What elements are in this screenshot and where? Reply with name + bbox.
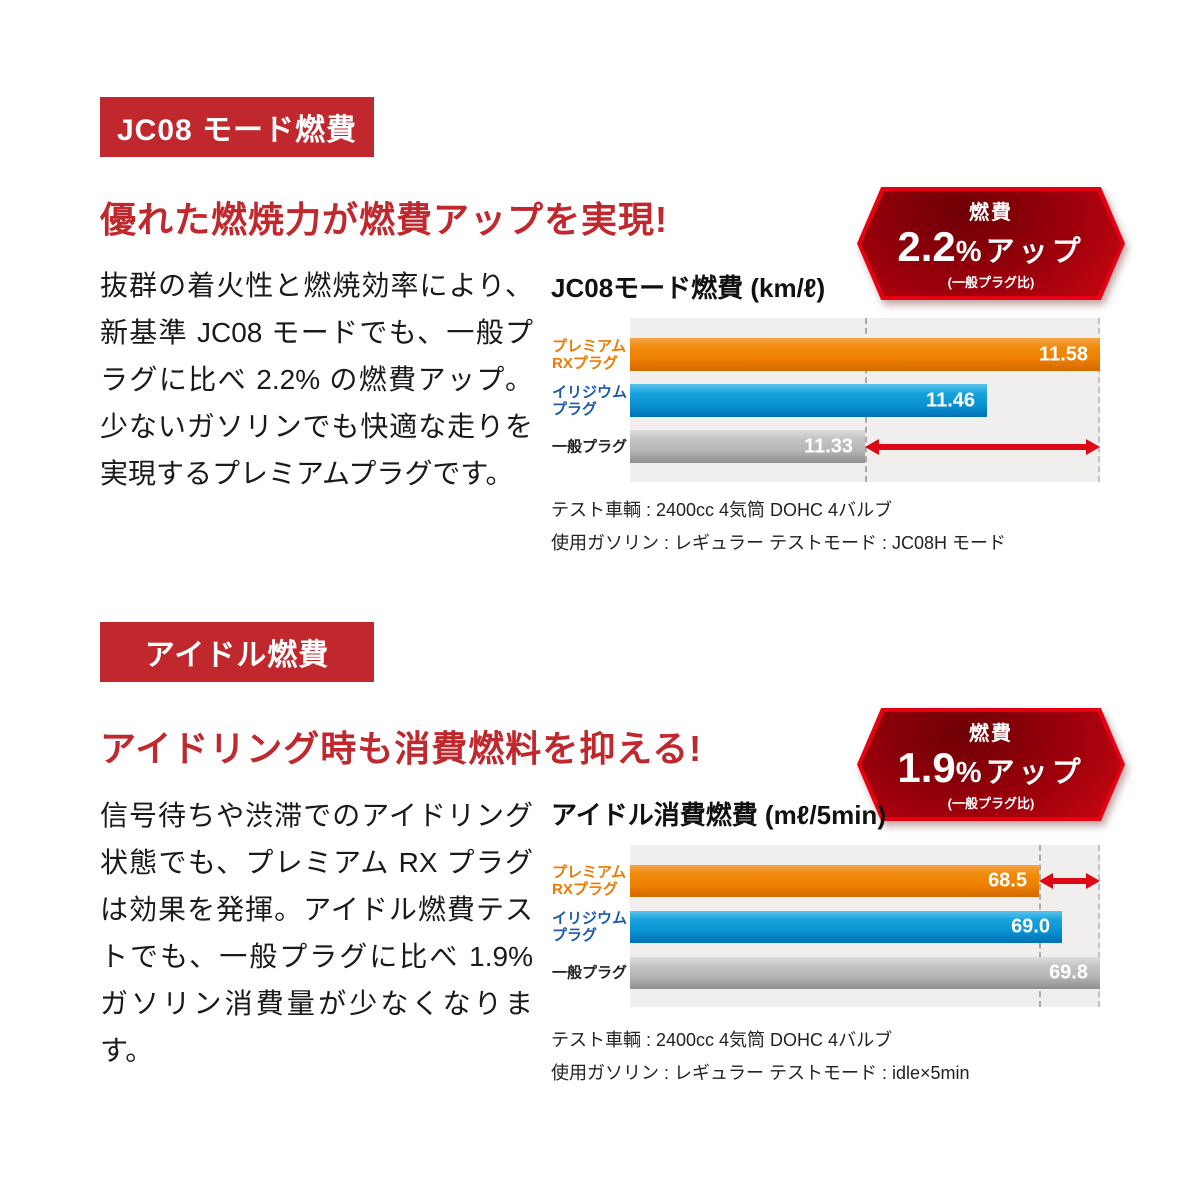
- bar-standard-plug: 69.8: [630, 957, 1100, 989]
- comparison-arrow-line: [1051, 878, 1088, 884]
- section-body-text: 信号待ちや渋滞でのアイドリング状態でも、プレミアム RX プラグは効果を発揮。ア…: [100, 800, 533, 1066]
- section-headline: 優れた燃焼力が燃費アップを実現!: [100, 199, 668, 240]
- bar-iridium-plug: 69.0: [630, 911, 1062, 943]
- bar-value-label: 69.8: [1049, 961, 1088, 984]
- footnote-line: 使用ガソリン : レギュラー テストモード : idle×5min: [551, 1063, 970, 1083]
- bar-chart-idle: 68.5 プレミアム RXプラグ 69.0 イリジウム プラグ 69.8 一般プラグ: [552, 845, 1100, 1007]
- dashed-reference-line: [1098, 318, 1100, 482]
- label-standard-plug: 一般プラグ: [552, 438, 628, 455]
- bar-value-label: 11.46: [926, 389, 975, 411]
- chart-title: アイドル消費燃費 (mℓ/5min): [551, 800, 886, 830]
- hexagon-label: 燃費: [969, 723, 1013, 746]
- hexagon-inner: 燃費 1.9 %アップ (一般プラグ比): [861, 712, 1121, 817]
- hexagon-percent-value: 2.2: [897, 223, 956, 271]
- section-body-text: 抜群の着火性と燃焼効率により、新基準 JC08 モードでも、一般プラグに比べ 2…: [100, 270, 533, 489]
- fuel-up-hexagon-badge: 燃費 1.9 %アップ (一般プラグ比): [857, 708, 1125, 821]
- label-standard-plug: 一般プラグ: [552, 964, 628, 982]
- chart-title: JC08モード燃費 (km/ℓ): [551, 273, 826, 303]
- label-premium-rx-plug: プレミアム RXプラグ: [552, 864, 626, 898]
- chart-footnotes: テスト車輌 : 2400cc 4気筒 DOHC 4バルブ 使用ガソリン : レギ…: [551, 1024, 970, 1090]
- hexagon-note: (一般プラグ比): [947, 795, 1035, 811]
- label-iridium-plug: イリジウム プラグ: [552, 910, 628, 944]
- hexagon-suffix: %アップ: [955, 236, 1085, 269]
- comparison-arrow-right-head: [1086, 438, 1100, 455]
- footnote-line: 使用ガソリン : レギュラー テストモード : JC08H モード: [551, 533, 1007, 553]
- hexagon-note: (一般プラグ比): [947, 274, 1035, 290]
- bar-value-label: 69.0: [1011, 915, 1050, 938]
- section-title-badge: アイドル燃費: [100, 622, 374, 682]
- footnote-line: テスト車輌 : 2400cc 4気筒 DOHC 4バルブ: [551, 1030, 893, 1050]
- bar-value-label: 68.5: [988, 869, 1027, 892]
- comparison-arrow-line: [877, 443, 1088, 450]
- footnote-line: テスト車輌 : 2400cc 4気筒 DOHC 4バルブ: [551, 500, 893, 520]
- bar-premium-rx-plug: 11.58: [630, 338, 1100, 371]
- bar-value-label: 11.58: [1039, 343, 1088, 365]
- bar-standard-plug: 11.33: [630, 430, 865, 463]
- label-iridium-plug: イリジウム プラグ: [552, 383, 628, 418]
- section-title-badge: JC08 モード燃費: [100, 97, 374, 157]
- bar-premium-rx-plug: 68.5: [630, 865, 1039, 897]
- bar-iridium-plug: 11.46: [630, 384, 987, 417]
- dashed-reference-line: [1098, 845, 1100, 1007]
- hexagon-value-row: 1.9 %アップ: [897, 746, 1084, 790]
- label-premium-rx-plug: プレミアム RXプラグ: [552, 337, 626, 372]
- section-headline: アイドリング時も消費燃料を抑える!: [100, 728, 703, 769]
- chart-footnotes: テスト車輌 : 2400cc 4気筒 DOHC 4バルブ 使用ガソリン : レギ…: [551, 494, 1006, 560]
- hexagon-value-row: 2.2 %アップ: [897, 225, 1084, 269]
- fuel-up-hexagon-badge: 燃費 2.2 %アップ (一般プラグ比): [857, 187, 1125, 300]
- comparison-arrow-left-head: [1039, 873, 1053, 889]
- bar-chart-jc08: 11.58 プレミアム RXプラグ 11.46 イリジウム プラグ 11.33 一般プラグ: [552, 318, 1100, 482]
- hexagon-percent-value: 1.9: [897, 744, 956, 792]
- hexagon-label: 燃費: [969, 202, 1013, 225]
- hexagon-inner: 燃費 2.2 %アップ (一般プラグ比): [861, 191, 1121, 296]
- hexagon-suffix: %アップ: [955, 757, 1085, 790]
- bar-value-label: 11.33: [804, 435, 853, 457]
- comparison-arrow-right-head: [1086, 873, 1100, 889]
- comparison-arrow-left-head: [865, 438, 879, 455]
